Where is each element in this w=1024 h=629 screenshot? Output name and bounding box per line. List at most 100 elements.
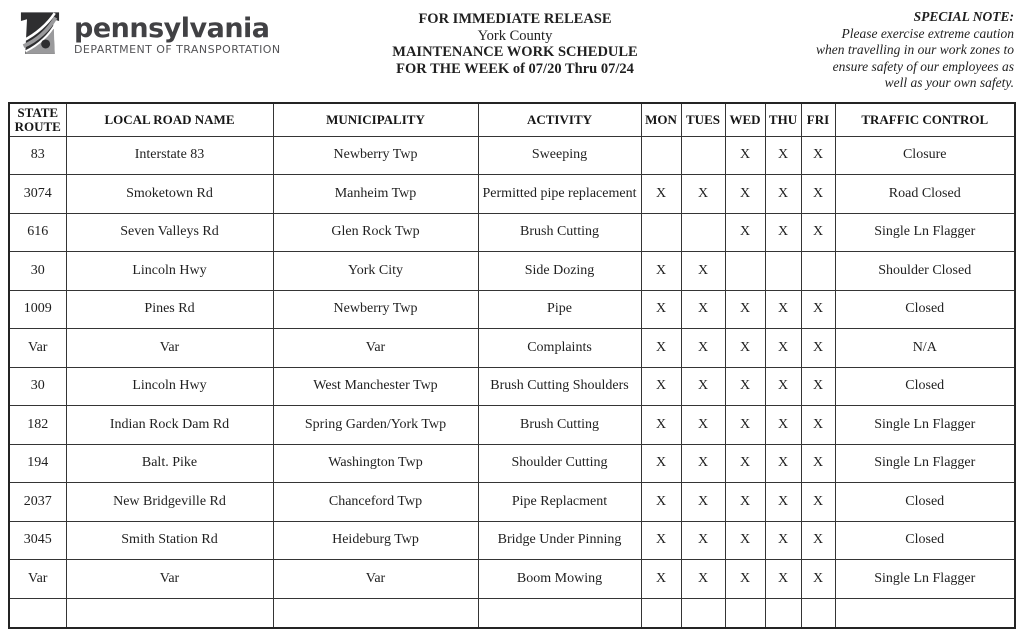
table-cell: X — [800, 328, 836, 368]
table-cell: Road Closed — [834, 174, 1016, 214]
table-cell: Permitted pipe replacement — [477, 174, 642, 214]
special-note-title: SPECIAL NOTE: — [913, 9, 1014, 24]
table-cell: 194 — [8, 443, 67, 483]
table-cell: Single Ln Flagger — [834, 559, 1016, 599]
table-cell: West Manchester Twp — [272, 366, 479, 406]
table-cell: Var — [272, 328, 479, 368]
table-cell: X — [640, 443, 682, 483]
table-cell — [477, 597, 642, 629]
table-cell: Single Ln Flagger — [834, 212, 1016, 252]
table-cell: Closed — [834, 289, 1016, 329]
release-line-3: MAINTENANCE WORK SCHEDULE — [392, 44, 638, 60]
schedule-table-body: 83 Interstate 83 Newberry Twp Sweeping X X X Cl… — [8, 135, 1016, 599]
table-cell: X — [800, 212, 836, 252]
table-cell: Brush Cutting — [477, 212, 642, 252]
table-cell: 83 — [8, 135, 67, 175]
table-cell: Newberry Twp — [272, 289, 479, 329]
table-cell: Smith Station Rd — [65, 520, 274, 560]
table-cell — [8, 597, 67, 629]
table-cell: X — [800, 289, 836, 329]
table-row: 30 Lincoln Hwy York City Side Dozing X X Shoul… — [8, 251, 1016, 291]
table-cell: Pipe Replacment — [477, 482, 642, 522]
table-cell: Brush Cutting Shoulders — [477, 366, 642, 406]
special-note-line: Please exercise extreme caution — [841, 25, 1014, 41]
table-cell: X — [800, 135, 836, 175]
release-line-1: FOR IMMEDIATE RELEASE — [418, 11, 612, 27]
table-cell — [764, 597, 802, 629]
table-header-row: STATE ROUTE LOCAL ROAD NAME MUNICIPALITY… — [8, 102, 1016, 137]
table-row: 3074 Smoketown Rd Manheim Twp Permitted pip… — [8, 174, 1016, 214]
table-cell: X — [800, 443, 836, 483]
table-cell: X — [764, 174, 802, 214]
table-cell: Single Ln Flagger — [834, 443, 1016, 483]
special-note: SPECIAL NOTE: Please exercise extreme ca… — [764, 9, 1014, 92]
table-cell: 30 — [8, 366, 67, 406]
table-cell: Var — [272, 559, 479, 599]
table-cell: Sweeping — [477, 135, 642, 175]
table-cell: X — [680, 251, 726, 291]
table-cell: Var — [8, 328, 67, 368]
table-cell: X — [724, 405, 766, 445]
maintenance-schedule-table: STATE ROUTE LOCAL ROAD NAME MUNICIPALITY… — [8, 102, 1016, 629]
table-cell: Side Dozing — [477, 251, 642, 291]
column-header-tues: TUES — [680, 102, 726, 137]
column-header-municipality: MUNICIPALITY — [272, 102, 479, 137]
column-header-traffic-control: TRAFFIC CONTROL — [834, 102, 1016, 137]
table-cell: 3045 — [8, 520, 67, 560]
special-note-line: when travelling in our work zones to — [816, 42, 1014, 57]
penndot-keystone-icon — [12, 8, 68, 60]
column-header-thu: THU — [764, 102, 802, 137]
table-cell: X — [724, 328, 766, 368]
release-heading: FOR IMMEDIATE RELEASE York County MAINTE… — [355, 11, 675, 77]
table-cell: X — [680, 405, 726, 445]
table-cell — [800, 251, 836, 291]
column-header-fri: FRI — [800, 102, 836, 137]
table-cell: X — [680, 443, 726, 483]
special-note-line: well as your own safety. — [884, 75, 1014, 90]
table-cell: Heideburg Twp — [272, 520, 479, 560]
table-cell: New Bridgeville Rd — [65, 482, 274, 522]
table-cell: Smoketown Rd — [65, 174, 274, 214]
release-county: York County — [477, 27, 553, 44]
table-cell: X — [724, 520, 766, 560]
table-cell: 30 — [8, 251, 67, 291]
penndot-logo: pennsylvania DEPARTMENT OF TRANSPORTATIO… — [12, 8, 281, 60]
table-cell — [272, 597, 479, 629]
table-cell: X — [800, 366, 836, 406]
table-row-partial — [8, 597, 1016, 629]
table-cell: X — [724, 174, 766, 214]
table-cell: X — [680, 559, 726, 599]
table-cell: Closed — [834, 520, 1016, 560]
table-cell: Spring Garden/York Twp — [272, 405, 479, 445]
table-cell: X — [724, 289, 766, 329]
table-cell — [764, 251, 802, 291]
table-row: 30 Lincoln Hwy West Manchester Twp Brush Cu… — [8, 366, 1016, 406]
table-cell: X — [640, 520, 682, 560]
table-cell: Manheim Twp — [272, 174, 479, 214]
table-cell: Pipe — [477, 289, 642, 329]
table-cell: X — [680, 482, 726, 522]
table-cell: N/A — [834, 328, 1016, 368]
table-cell: X — [764, 366, 802, 406]
table-cell: Shoulder Closed — [834, 251, 1016, 291]
table-cell: X — [680, 174, 726, 214]
table-cell: Lincoln Hwy — [65, 366, 274, 406]
table-cell — [640, 135, 682, 175]
table-cell — [640, 212, 682, 252]
column-header-activity: ACTIVITY — [477, 102, 642, 137]
table-cell: Newberry Twp — [272, 135, 479, 175]
table-cell — [724, 251, 766, 291]
table-row: 2037 New Bridgeville Rd Chanceford Twp Pipe… — [8, 482, 1016, 522]
table-cell — [680, 212, 726, 252]
release-week: FOR THE WEEK of 07/20 Thru 07/24 — [396, 60, 634, 77]
document-header: pennsylvania DEPARTMENT OF TRANSPORTATIO… — [0, 0, 1024, 100]
table-cell: Boom Mowing — [477, 559, 642, 599]
table-cell — [680, 135, 726, 175]
table-cell — [834, 597, 1016, 629]
table-cell: 3074 — [8, 174, 67, 214]
table-cell: X — [724, 482, 766, 522]
table-cell: Var — [65, 328, 274, 368]
table-cell: Brush Cutting — [477, 405, 642, 445]
table-cell — [724, 597, 766, 629]
